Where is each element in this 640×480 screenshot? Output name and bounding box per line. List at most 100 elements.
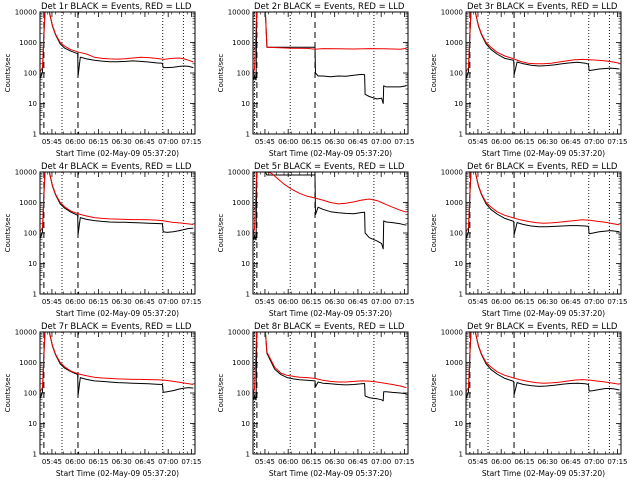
y-tick-label: 10000 <box>228 329 250 337</box>
x-tick-label: 06:00 <box>278 458 298 466</box>
x-tick-label: 06:45 <box>561 298 581 306</box>
y-tick-label: 10 <box>28 420 37 428</box>
x-tick-label: 07:15 <box>181 298 201 306</box>
series-line-lld <box>252 11 407 77</box>
series-line-lld <box>252 331 407 397</box>
x-tick-label: 07:00 <box>584 138 604 146</box>
y-axis-label: Counts/sec <box>430 214 438 253</box>
chart-panel-3: Det 3r BLACK = Events, RED = LLD Counts/s… <box>430 2 628 158</box>
chart-title: Det 8r BLACK = Events, RED = LLD <box>254 322 405 332</box>
x-tick-label: 06:30 <box>538 298 558 306</box>
x-tick-label: 07:15 <box>607 458 627 466</box>
x-tick-label: 05:45 <box>468 458 488 466</box>
y-tick-label: 100 <box>24 70 37 78</box>
chart-title: Det 2r BLACK = Events, RED = LLD <box>254 2 405 12</box>
x-tick-label: 06:45 <box>348 298 368 306</box>
x-tick-label: 06:15 <box>88 138 108 146</box>
x-tick-label: 06:30 <box>325 458 345 466</box>
x-tick-label: 06:00 <box>278 138 298 146</box>
x-axis-label: Start Time (02-May-09 05:37:20) <box>269 309 392 318</box>
x-tick-label: 05:45 <box>468 298 488 306</box>
x-tick-label: 07:15 <box>607 298 627 306</box>
series-line-events <box>252 171 407 250</box>
y-tick-label: 1000 <box>19 199 37 207</box>
y-tick-label: 1000 <box>232 359 250 367</box>
chart-panel-5: Det 5r BLACK = Events, RED = LLD Counts/s… <box>217 162 415 318</box>
x-tick-label: 06:30 <box>112 458 132 466</box>
x-tick-label: 07:00 <box>584 458 604 466</box>
chart-panel-4: Det 4r BLACK = Events, RED = LLD Counts/s… <box>4 162 202 318</box>
y-tick-label: 10000 <box>228 169 250 177</box>
y-tick-label: 1 <box>459 291 463 299</box>
x-tick-label: 07:00 <box>371 298 391 306</box>
y-tick-label: 1 <box>246 131 250 139</box>
x-tick-label: 05:45 <box>42 458 62 466</box>
y-tick-label: 100 <box>24 230 37 238</box>
x-tick-label: 05:45 <box>42 138 62 146</box>
y-axis-label: Counts/sec <box>430 374 438 413</box>
x-tick-label: 07:15 <box>394 458 414 466</box>
x-tick-label: 07:00 <box>584 298 604 306</box>
y-tick-label: 10000 <box>15 9 37 17</box>
x-tick-label: 06:15 <box>301 458 321 466</box>
y-tick-label: 1000 <box>232 199 250 207</box>
x-tick-label: 06:15 <box>514 298 534 306</box>
x-tick-label: 07:00 <box>158 298 178 306</box>
y-tick-label: 1000 <box>232 39 250 47</box>
y-tick-label: 1 <box>246 291 250 299</box>
y-tick-label: 10 <box>454 100 463 108</box>
x-tick-label: 06:00 <box>65 298 85 306</box>
y-tick-label: 10 <box>241 100 250 108</box>
y-axis-label: Counts/sec <box>430 54 438 93</box>
y-tick-label: 1000 <box>445 39 463 47</box>
chart-panel-6: Det 6r BLACK = Events, RED = LLD Counts/s… <box>430 162 628 318</box>
x-tick-label: 06:00 <box>278 298 298 306</box>
y-tick-label: 10000 <box>15 169 37 177</box>
x-tick-label: 06:45 <box>135 298 155 306</box>
y-tick-label: 100 <box>24 390 37 398</box>
x-tick-label: 06:45 <box>135 458 155 466</box>
x-axis-label: Start Time (02-May-09 05:37:20) <box>482 469 605 478</box>
x-tick-label: 06:15 <box>514 458 534 466</box>
y-tick-label: 100 <box>450 70 463 78</box>
y-tick-label: 1000 <box>19 359 37 367</box>
x-tick-label: 06:15 <box>88 298 108 306</box>
x-axis-label: Start Time (02-May-09 05:37:20) <box>482 149 605 158</box>
plot-frame <box>39 331 196 455</box>
x-axis-label: Start Time (02-May-09 05:37:20) <box>56 469 179 478</box>
plot-frame <box>252 331 409 455</box>
x-tick-label: 06:00 <box>65 458 85 466</box>
series-line-lld <box>465 331 620 392</box>
y-tick-label: 10000 <box>441 329 463 337</box>
x-tick-label: 07:00 <box>158 458 178 466</box>
y-tick-label: 100 <box>450 230 463 238</box>
x-tick-label: 06:00 <box>491 138 511 146</box>
series-line-lld <box>465 11 620 72</box>
y-tick-label: 10000 <box>228 9 250 17</box>
x-tick-label: 06:45 <box>348 458 368 466</box>
y-tick-label: 100 <box>237 390 250 398</box>
y-tick-label: 10000 <box>15 329 37 337</box>
plot-frame <box>465 171 622 295</box>
x-tick-label: 06:30 <box>538 458 558 466</box>
x-tick-label: 06:15 <box>301 138 321 146</box>
x-tick-label: 07:00 <box>371 458 391 466</box>
plot-frame <box>465 11 622 135</box>
y-tick-label: 1 <box>33 451 37 459</box>
x-tick-label: 07:15 <box>607 138 627 146</box>
plot-frame <box>252 171 409 295</box>
x-tick-label: 06:00 <box>65 138 85 146</box>
x-axis-label: Start Time (02-May-09 05:37:20) <box>269 149 392 158</box>
x-tick-label: 05:45 <box>255 138 275 146</box>
x-tick-label: 06:15 <box>514 138 534 146</box>
x-tick-label: 07:15 <box>181 458 201 466</box>
x-tick-label: 07:15 <box>394 298 414 306</box>
y-tick-label: 1000 <box>445 359 463 367</box>
x-tick-label: 06:45 <box>561 458 581 466</box>
chart-panel-2: Det 2r BLACK = Events, RED = LLD Counts/s… <box>217 2 415 158</box>
x-tick-label: 05:45 <box>42 298 62 306</box>
x-tick-label: 05:45 <box>255 458 275 466</box>
y-tick-label: 10 <box>241 260 250 268</box>
y-axis-label: Counts/sec <box>4 54 12 93</box>
